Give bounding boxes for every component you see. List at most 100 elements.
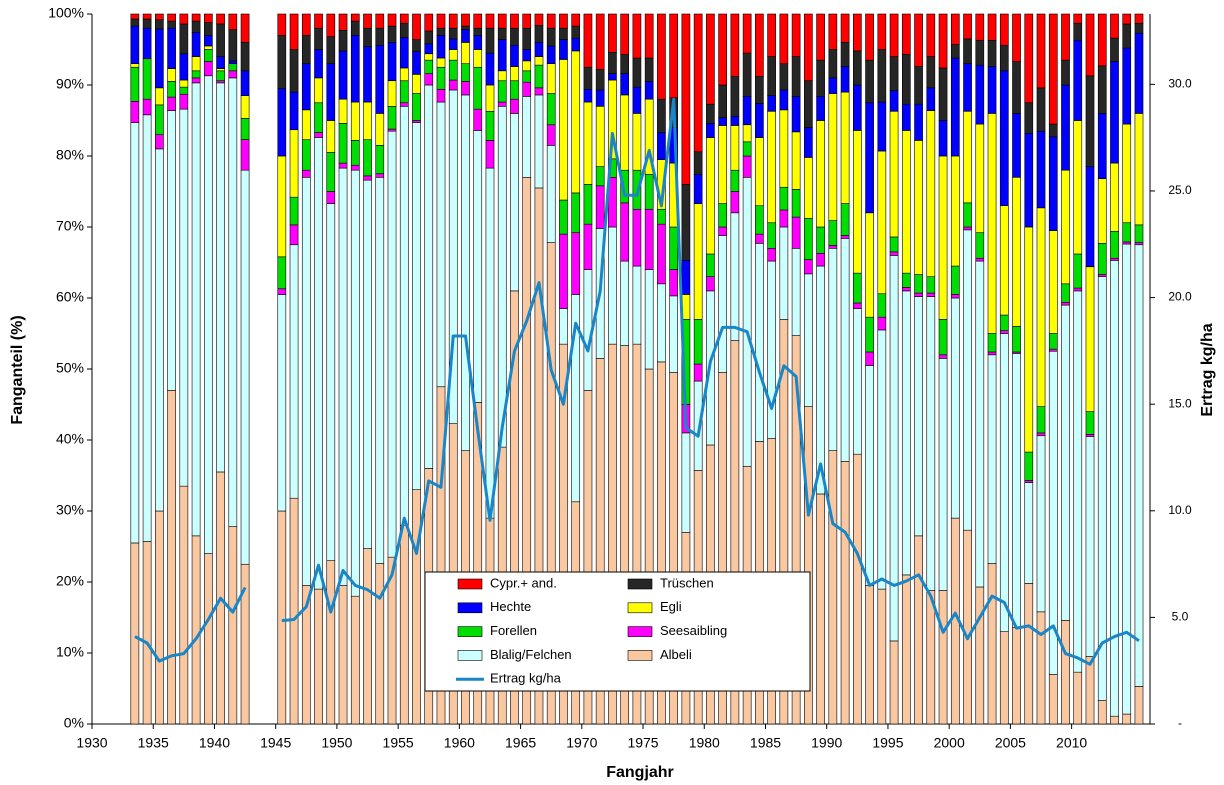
bar-segment: [828, 77, 838, 94]
bar-segment: [816, 13, 825, 61]
bar-segment: [510, 98, 519, 114]
bar-segment: [999, 205, 1009, 316]
bar-segment: [632, 208, 642, 267]
bar-segment: [326, 560, 336, 725]
bar-segment: [277, 256, 287, 290]
bar-segment: [473, 108, 483, 131]
bar-segment: [277, 288, 287, 295]
bar-segment: [914, 535, 923, 725]
y2-tick-label: 25.0: [1168, 183, 1192, 197]
bar-segment: [1012, 326, 1021, 353]
legend-label: Ertrag kg/ha: [490, 671, 562, 686]
bar-segment: [1122, 23, 1132, 49]
bar-segment: [901, 103, 911, 131]
bar-segment: [240, 118, 250, 140]
bar-segment: [779, 13, 789, 65]
bar-segment: [620, 73, 630, 96]
bar-segment: [387, 25, 397, 43]
bar-segment: [1012, 61, 1021, 114]
bar-segment: [350, 101, 360, 141]
bar-segment: [999, 13, 1009, 46]
bar-segment: [546, 145, 556, 243]
bar-segment: [755, 76, 764, 104]
bar-segment: [791, 189, 801, 218]
bar-segment: [338, 98, 348, 124]
bar-segment: [828, 220, 838, 246]
bar-segment: [926, 13, 936, 57]
bar-segment: [338, 30, 348, 52]
bar-segment: [228, 13, 238, 30]
bar-segment: [167, 110, 176, 391]
bar-segment: [828, 13, 838, 50]
x-tick-label: 1995: [872, 735, 903, 751]
y-tick-label: 80%: [56, 147, 84, 163]
bar-segment: [412, 489, 421, 725]
bar-segment: [228, 526, 238, 725]
x-tick-label: 1960: [444, 735, 475, 751]
bar-segment: [1048, 348, 1058, 352]
bar-segment: [240, 95, 250, 119]
bar-segment: [448, 79, 458, 91]
bar-segment: [363, 27, 372, 47]
bar-segment: [718, 203, 727, 228]
bar-segment: [644, 81, 654, 100]
bar-segment: [240, 139, 250, 171]
bar-segment: [338, 167, 348, 586]
bar-segment: [1134, 13, 1144, 24]
bar-segment: [938, 354, 948, 359]
bar-segment: [877, 101, 887, 152]
bar-segment: [852, 130, 862, 274]
bar-segment: [718, 226, 727, 236]
bar-segment: [791, 248, 801, 336]
bar-segment: [693, 318, 703, 365]
bar-segment: [203, 49, 213, 62]
legend-label: Egli: [660, 599, 682, 614]
bar-segment: [179, 23, 189, 55]
bar-segment: [191, 13, 201, 22]
bar-segment: [963, 529, 972, 725]
bar-segment: [999, 44, 1009, 72]
bar-segment: [1073, 671, 1083, 725]
bar-segment: [191, 32, 201, 57]
bar-segment: [1073, 287, 1083, 292]
bar-segment: [852, 308, 862, 455]
bar-segment: [130, 101, 140, 123]
bar-segment: [1110, 230, 1119, 259]
x-axis-title: Fangjahr: [606, 764, 674, 781]
bar-segment: [216, 13, 225, 25]
bar-segment: [595, 185, 605, 229]
bar-segment: [571, 232, 581, 295]
bar-segment: [877, 329, 887, 590]
bar-segment: [1024, 102, 1034, 134]
bar-segment: [1085, 656, 1095, 725]
bar-segment: [203, 13, 213, 23]
bar-segment: [583, 223, 593, 270]
bar-segment: [950, 155, 960, 267]
bar-segment: [804, 80, 813, 128]
bar-segment: [914, 103, 923, 141]
legend-label: Cypr.+ and.: [490, 575, 557, 590]
bar-segment: [289, 244, 299, 499]
bar-segment: [914, 13, 923, 67]
bar-segment: [1048, 673, 1058, 725]
bar-segment: [1097, 13, 1107, 67]
bar-segment: [363, 548, 372, 725]
bar-segment: [510, 27, 519, 46]
line-series: [134, 97, 1140, 666]
bar-segment: [595, 106, 605, 167]
bar-segment: [375, 44, 385, 114]
bar-segment: [938, 155, 948, 320]
bar-segment: [571, 192, 581, 233]
bar-segment: [1036, 435, 1046, 613]
bar-segment: [301, 177, 311, 586]
bar-segment: [1122, 13, 1132, 25]
bar-segment: [1012, 177, 1021, 327]
bar-segment: [1048, 333, 1058, 350]
bar-segment: [987, 39, 997, 67]
bar-segment: [987, 351, 997, 356]
bar-segment: [1048, 13, 1058, 125]
bar-segment: [1134, 686, 1144, 725]
bar-segment: [816, 59, 825, 97]
bar-segment: [534, 94, 544, 189]
bar-segment: [350, 140, 360, 166]
